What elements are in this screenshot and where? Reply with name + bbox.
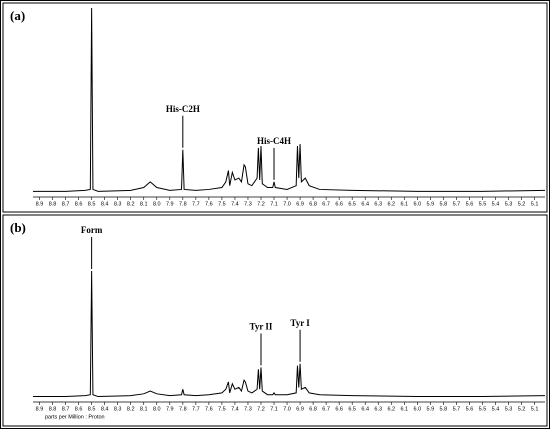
annotation: His-C4H <box>257 136 291 146</box>
x-tick-label: 6.4 <box>361 406 369 412</box>
x-tick-label: 8.7 <box>62 201 70 207</box>
x-tick-label: 8.4 <box>101 201 109 207</box>
x-tick-label: 8.7 <box>62 406 70 412</box>
x-tick-label: 7.0 <box>283 406 291 412</box>
x-tick-label: 7.2 <box>257 201 265 207</box>
x-tick-label: 7.1 <box>270 201 278 207</box>
x-tick-label: 6.9 <box>296 201 304 207</box>
annotation: Form <box>81 225 103 235</box>
x-tick-label: 7.0 <box>283 201 291 207</box>
x-tick-label: 5.9 <box>427 406 435 412</box>
annotation: Tyr I <box>290 318 310 328</box>
x-tick-label: 5.1 <box>531 406 539 412</box>
panel-border <box>2 2 548 213</box>
x-tick-label: 7.6 <box>205 406 213 412</box>
x-tick-label: 7.5 <box>218 201 226 207</box>
x-tick-label: 6.5 <box>348 201 356 207</box>
x-tick-label: 8.4 <box>101 406 109 412</box>
x-tick-label: 6.3 <box>374 406 382 412</box>
x-tick-label: 5.7 <box>453 201 461 207</box>
x-tick-label: 8.9 <box>36 406 44 412</box>
x-tick-label: 5.2 <box>518 201 526 207</box>
x-tick-label: 5.5 <box>479 201 487 207</box>
x-tick-label: 5.3 <box>505 406 513 412</box>
x-tick-label: 6.7 <box>322 201 330 207</box>
x-tick-label: 8.1 <box>140 201 148 207</box>
x-tick-label: 7.4 <box>231 406 239 412</box>
x-tick-label: 7.7 <box>192 201 200 207</box>
x-tick-label: 5.5 <box>479 406 487 412</box>
x-tick-label: 5.6 <box>466 201 474 207</box>
x-tick-label: 7.2 <box>257 406 265 412</box>
x-tick-label: 7.1 <box>270 406 278 412</box>
x-tick-label: 6.0 <box>413 201 421 207</box>
x-tick-label: 5.4 <box>492 406 500 412</box>
spectrum-line <box>33 270 546 398</box>
x-tick-label: 7.5 <box>218 406 226 412</box>
x-tick-label: 8.2 <box>127 201 135 207</box>
annotation: His-C2H <box>166 104 200 114</box>
x-tick-label: 5.2 <box>518 406 526 412</box>
x-tick-label: 7.3 <box>244 406 252 412</box>
x-tick-label: 8.6 <box>75 201 83 207</box>
x-tick-label: 6.3 <box>374 201 382 207</box>
x-tick-label: 8.2 <box>127 406 135 412</box>
panel-label: (b) <box>10 220 26 235</box>
x-tick-label: 8.0 <box>153 406 161 412</box>
x-tick-label: 6.2 <box>387 406 395 412</box>
x-tick-label: 8.6 <box>75 406 83 412</box>
x-tick-label: 8.9 <box>36 201 44 207</box>
x-tick-label: 8.5 <box>88 406 96 412</box>
x-tick-label: 6.6 <box>335 201 343 207</box>
x-tick-label: 7.8 <box>179 201 187 207</box>
x-tick-label: 7.4 <box>231 201 239 207</box>
x-tick-label: 5.6 <box>466 406 474 412</box>
x-tick-label: 6.6 <box>335 406 343 412</box>
x-tick-label: 7.9 <box>166 406 174 412</box>
x-tick-label: 5.4 <box>492 201 500 207</box>
x-tick-label: 8.8 <box>49 406 57 412</box>
x-tick-label: 5.7 <box>453 406 461 412</box>
x-tick-label: 8.5 <box>88 201 96 207</box>
panel-border <box>2 214 548 427</box>
x-tick-label: 6.8 <box>309 201 317 207</box>
x-tick-label: 7.9 <box>166 201 174 207</box>
x-tick-label: 5.8 <box>440 201 448 207</box>
x-tick-label: 6.7 <box>322 406 330 412</box>
x-tick-label: 6.1 <box>400 406 408 412</box>
x-tick-label: 8.8 <box>49 201 57 207</box>
x-tick-label: 7.8 <box>179 406 187 412</box>
x-tick-label: 8.1 <box>140 406 148 412</box>
x-tick-label: 6.9 <box>296 406 304 412</box>
x-tick-label: 5.9 <box>427 201 435 207</box>
x-tick-label: 5.1 <box>531 201 539 207</box>
x-tick-label: 6.1 <box>400 201 408 207</box>
annotation: Tyr II <box>250 321 273 331</box>
x-tick-label: 6.8 <box>309 406 317 412</box>
x-tick-label: 6.5 <box>348 406 356 412</box>
x-tick-label: 6.0 <box>413 406 421 412</box>
x-tick-label: 5.3 <box>505 201 513 207</box>
x-tick-label: 8.3 <box>114 201 122 207</box>
x-tick-label: 7.7 <box>192 406 200 412</box>
spectrum-line <box>33 7 546 192</box>
x-tick-label: 6.4 <box>361 201 369 207</box>
x-tick-label: 8.3 <box>114 406 122 412</box>
x-tick-label: 7.6 <box>205 201 213 207</box>
x-tick-label: 5.8 <box>440 406 448 412</box>
x-tick-label: 6.2 <box>387 201 395 207</box>
panel-label: (a) <box>10 8 25 23</box>
x-tick-label: 7.3 <box>244 201 252 207</box>
x-axis-label: parts per Million : Proton <box>45 414 105 420</box>
x-tick-label: 8.0 <box>153 201 161 207</box>
